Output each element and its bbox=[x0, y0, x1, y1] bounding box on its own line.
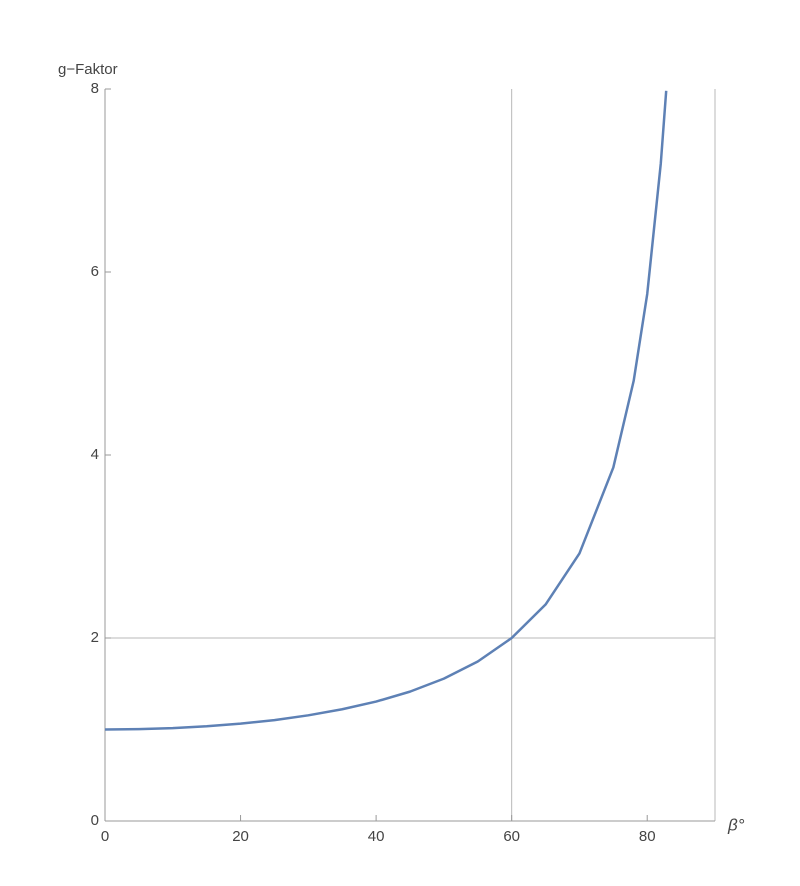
y-tick-label: 6 bbox=[91, 263, 99, 280]
y-axis-label: g−Faktor bbox=[58, 61, 118, 78]
y-tick-label: 2 bbox=[91, 629, 99, 646]
y-tick-label: 8 bbox=[91, 80, 99, 97]
x-tick-label: 20 bbox=[232, 828, 249, 845]
x-axis-label: β° bbox=[727, 815, 745, 834]
x-tick-label: 40 bbox=[368, 828, 385, 845]
x-tick-label: 80 bbox=[639, 828, 656, 845]
x-tick-label: 60 bbox=[503, 828, 520, 845]
x-tick-label: 0 bbox=[101, 828, 109, 845]
y-tick-label: 0 bbox=[91, 812, 99, 829]
y-tick-label: 4 bbox=[91, 446, 99, 463]
data-line bbox=[104, 90, 668, 731]
